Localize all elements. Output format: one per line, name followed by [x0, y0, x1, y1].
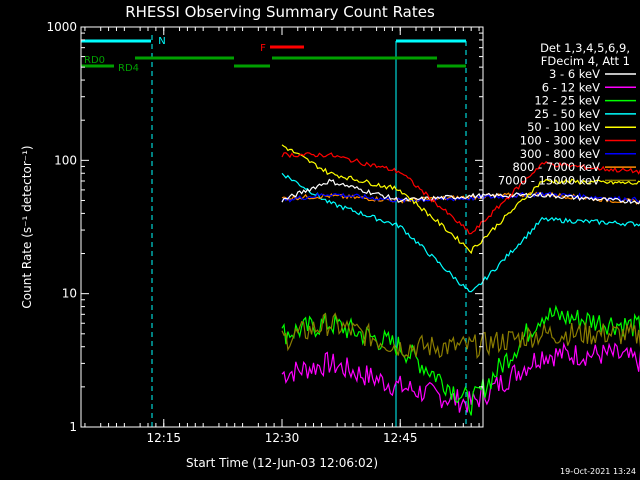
footer-timestamp: 19-Oct-2021 13:24	[560, 467, 636, 476]
series-line-1	[281, 341, 640, 413]
legend-entry: 7000 - 15000 keV	[498, 173, 600, 187]
legend-entry: 12 - 25 keV	[534, 94, 600, 108]
y-tick-label: 1000	[46, 20, 77, 34]
flag-bars: N F RD0 RD4	[80, 27, 467, 427]
legend-entry: 300 - 800 keV	[520, 147, 600, 161]
legend-header-line: Det 1,3,4,5,6,9,	[540, 41, 630, 55]
x-axis-label: Start Time (12-Jun-03 12:06:02)	[186, 456, 378, 470]
axis-ticks: 12:15 12:30 12:45 1 10 100 1000	[46, 20, 483, 445]
chart-title: RHESSI Observing Summary Count Rates	[125, 3, 435, 21]
x-tick-label: 12:30	[265, 431, 300, 445]
x-tick-label: 12:15	[146, 431, 181, 445]
legend-entry: 800 - 7000 keV	[512, 160, 600, 174]
series-line-4	[281, 144, 640, 255]
series-line-0	[281, 178, 640, 205]
legend-entry: 100 - 300 keV	[520, 134, 600, 148]
y-tick-label: 100	[54, 153, 77, 167]
y-tick-label: 10	[62, 287, 77, 301]
y-tick-label: 1	[69, 420, 77, 434]
flag-label-flare: F	[260, 43, 266, 54]
legend-entry: 25 - 50 keV	[534, 107, 600, 121]
legend-entry: 50 - 100 keV	[527, 120, 600, 134]
series-line-5	[281, 152, 640, 235]
series-line-7	[281, 191, 640, 205]
flag-label-night: N	[158, 36, 165, 47]
flag-label-rd4: RD4	[118, 63, 139, 74]
legend: Det 1,3,4,5,6,9,FDecim 4, Att 13 - 6 keV…	[498, 41, 636, 187]
series-line-3	[281, 172, 640, 293]
series-layer	[281, 144, 640, 416]
legend-entry: 6 - 12 keV	[542, 80, 600, 94]
series-line-8	[281, 312, 640, 360]
legend-header-line: FDecim 4, Att 1	[541, 54, 630, 68]
y-axis-label: Count Rate (s⁻¹ detector⁻¹)	[20, 145, 34, 308]
series-line-2	[281, 304, 640, 416]
legend-entry: 3 - 6 keV	[549, 67, 600, 81]
x-tick-label: 12:45	[383, 431, 418, 445]
flag-label-rd0: RD0	[84, 55, 105, 66]
